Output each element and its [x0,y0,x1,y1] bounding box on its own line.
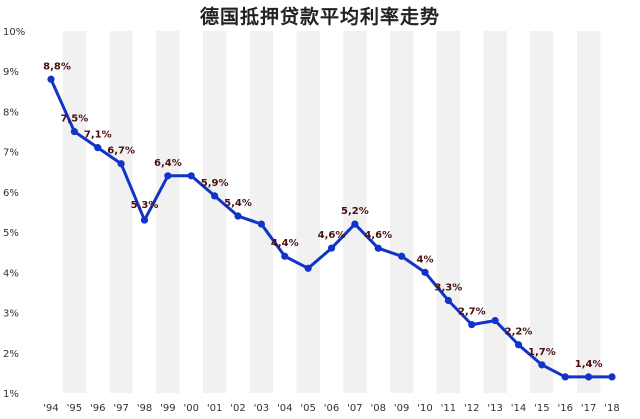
data-point [444,296,452,305]
grid-band [343,31,367,393]
x-tick-label: '02 [230,403,245,414]
x-tick-label: '15 [534,403,549,414]
y-tick-label: 1% [3,389,19,400]
data-labels-group: 8,8% 7,5% 7,1% 6,7% 5,3% 6,4% 5,9% 5,4% 4,4% 4,6%… [43,61,602,370]
data-point [187,172,195,180]
series-group [47,75,616,381]
grid-band [62,31,87,393]
data-point [70,127,78,136]
data-point [608,373,616,381]
grid-band [296,31,320,393]
data-point [140,216,149,224]
x-tick-label: '04 [277,403,292,414]
data-point [421,268,429,276]
data-point [117,160,125,168]
chart-title: 德国抵押贷款平均利率走势 [199,6,440,28]
grid-band [530,31,554,393]
x-tick-label: '08 [371,403,386,414]
data-label: 5,2% [341,206,369,217]
data-point [327,244,336,252]
data-label: 5,4% [224,198,252,209]
x-tick-label: '96 [90,403,105,414]
x-tick-label: '94 [43,403,58,414]
x-tick-label: '99 [160,403,175,414]
x-tick-label: '03 [254,403,269,414]
data-label: 4% [417,254,434,265]
data-label: 6,7% [107,146,135,157]
data-label: 6,4% [154,158,182,169]
data-point [234,212,242,220]
data-point [164,172,172,180]
grid-band [156,31,180,393]
grid-band [202,31,227,393]
x-axis-ticks: '94 '95 '96 '97 '98 '99 '00 '01 '02 '03 '04 '05 '06 '… [43,403,619,414]
data-label: 7,5% [61,114,89,125]
data-label: 4,6% [364,230,392,241]
data-point [47,75,55,83]
x-tick-label: '16 [558,403,573,414]
data-point [398,252,406,260]
x-tick-label: '13 [487,403,502,414]
data-point [211,192,219,200]
x-tick-label: '01 [207,403,222,414]
y-axis-ticks: 1% 2% 3% 4% 5% 6% 7% 8% 9% 10% [3,27,25,400]
data-point [561,373,569,381]
y-tick-label: 5% [3,228,19,239]
x-tick-label: '12 [464,403,479,414]
data-point [514,341,523,349]
x-tick-label: '97 [113,403,128,414]
x-tick-label: '09 [394,403,409,414]
data-label: 5,9% [201,178,229,189]
data-label: 2,7% [458,307,486,318]
grid-band [389,31,414,393]
grid-band [436,31,461,393]
data-label: 1,7% [528,347,556,358]
y-tick-label: 3% [3,309,19,320]
x-tick-label: '11 [441,403,456,414]
x-tick-label: '14 [511,403,526,414]
y-tick-label: 10% [3,27,25,38]
data-label: 4,4% [271,238,299,249]
x-tick-label: '17 [581,403,596,414]
data-point [468,321,476,329]
data-label: 1,4% [575,359,603,370]
grid-band [576,31,601,393]
y-tick-label: 9% [3,67,19,78]
data-point [491,317,499,325]
y-tick-label: 4% [3,268,19,279]
y-tick-label: 2% [3,349,19,360]
data-label: 5,3% [131,200,159,211]
y-tick-label: 6% [3,188,19,199]
x-tick-label: '07 [347,403,362,414]
data-label: 3,3% [435,282,463,293]
data-point [374,244,382,252]
data-point [94,144,102,152]
data-label: 8,8% [43,61,71,72]
x-tick-label: '00 [184,403,199,414]
x-tick-label: '05 [300,403,315,414]
x-tick-label: '95 [67,403,82,414]
x-tick-label: '10 [417,403,432,414]
y-tick-label: 7% [3,148,19,159]
data-point [304,264,312,272]
x-tick-label: '18 [604,403,619,414]
data-label: 4,6% [318,230,346,241]
x-tick-label: '98 [137,403,152,414]
data-point [538,361,546,369]
grid-bands [62,31,601,393]
grid-band [249,31,274,393]
x-tick-label: '06 [324,403,339,414]
data-point [257,220,265,228]
data-point [281,252,289,260]
data-label: 7,1% [84,130,112,141]
y-tick-label: 8% [3,107,19,118]
data-label: 2,2% [505,327,533,338]
data-point [351,220,359,228]
grid-band [109,31,133,393]
grid-band [483,31,507,393]
data-point [585,373,593,381]
